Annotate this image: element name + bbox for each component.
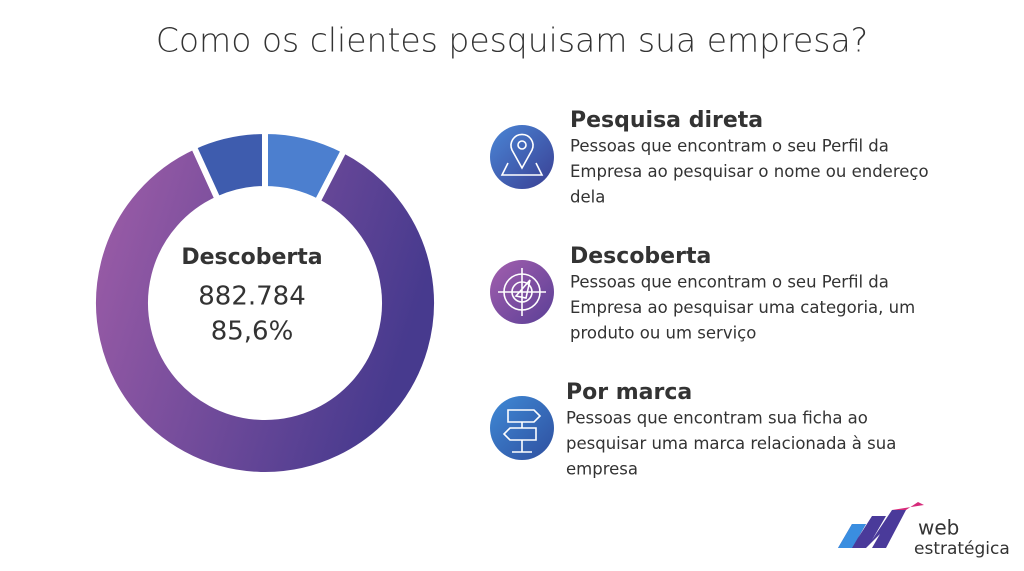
- brand-word: web: [918, 516, 959, 540]
- legend-description: produto ou um serviço: [570, 324, 756, 343]
- donut: [90, 127, 440, 478]
- legend-description: Pessoas que encontram o seu Perfil da: [570, 137, 889, 156]
- legend-description: Pessoas que encontram o seu Perfil da: [570, 273, 889, 292]
- chart-title: Como os clientes pesquisam sua empresa?: [156, 21, 868, 60]
- legend-description: empresa: [566, 460, 638, 479]
- center-count: 882.784: [198, 282, 306, 312]
- icon-signpost: [490, 396, 554, 460]
- center-share: 85,6%: [211, 317, 294, 347]
- brand-word: estratégica: [914, 539, 1010, 559]
- legend-description: pesquisar uma marca relacionada à sua: [566, 434, 896, 453]
- legend-title: Pesquisa direta: [570, 108, 763, 133]
- legend-title: Por marca: [566, 380, 692, 405]
- brand-logo: web estratégica: [838, 502, 1010, 559]
- icon-compass: [490, 260, 554, 324]
- center-name: Descoberta: [181, 245, 322, 270]
- legend-title: Descoberta: [570, 244, 711, 269]
- icon-map: [490, 125, 554, 189]
- legend-description: Pessoas que encontram sua ficha ao: [566, 409, 868, 428]
- legend-description: Empresa ao pesquisar uma categoria, um: [570, 298, 915, 317]
- legend: Pesquisa direta Pessoas que encontram o s…: [566, 108, 929, 479]
- donut-slice: [90, 142, 440, 478]
- donut-slice: [189, 127, 268, 204]
- legend-description: Empresa ao pesquisar o nome ou endereço: [570, 162, 929, 181]
- legend-description: dela: [570, 188, 605, 207]
